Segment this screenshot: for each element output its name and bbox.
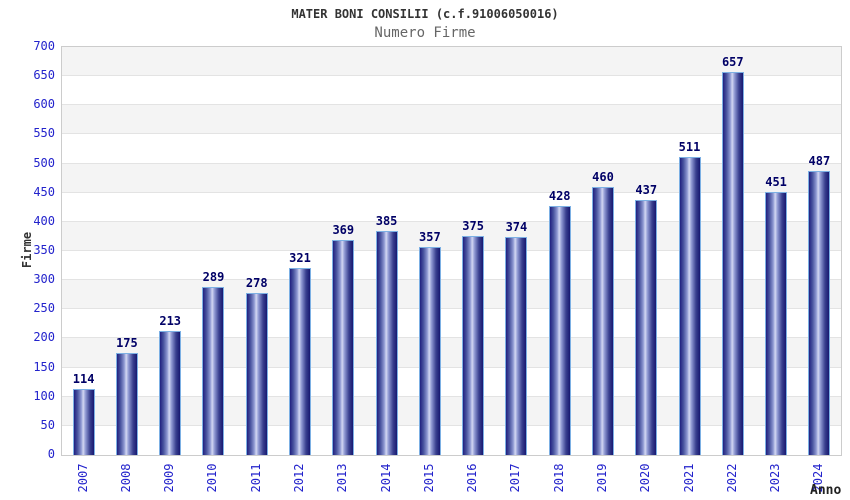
y-tick-label: 450 <box>33 184 55 199</box>
bar-value-label: 487 <box>808 154 831 169</box>
grid-band <box>62 76 841 106</box>
plot-area: 114 175 213 289 278 321 369 385 357 375 374 428 460 4… <box>61 46 842 456</box>
bar-value-label: 374 <box>505 220 528 234</box>
y-tick-label: 600 <box>33 97 55 112</box>
bar-2021 <box>678 157 701 455</box>
x-tick-label: 2011 <box>248 463 263 493</box>
x-tick-label: 2007 <box>75 463 90 493</box>
bar-value-label: 657 <box>721 55 744 70</box>
x-tick-label: 2023 <box>768 463 783 493</box>
bar-2015 <box>418 246 441 455</box>
y-tick-label: 150 <box>33 359 55 374</box>
bar-2008 <box>115 353 138 455</box>
x-tick-label: 2012 <box>292 463 307 493</box>
x-tick-label: 2018 <box>551 463 566 493</box>
grid-band <box>62 309 841 339</box>
y-tick-label: 500 <box>33 155 55 170</box>
grid-band <box>62 338 841 368</box>
grid-band <box>62 396 841 426</box>
bar-value-label: 278 <box>245 275 268 290</box>
bar-value-label: 385 <box>375 213 398 228</box>
bar-value-label: 369 <box>332 222 355 237</box>
x-tick-label: 2017 <box>508 463 523 493</box>
grid-band <box>62 251 841 281</box>
y-tick-label: 400 <box>33 213 55 228</box>
grid-band <box>62 221 841 251</box>
y-tick-label: 350 <box>33 243 55 257</box>
x-tick-label: 2015 <box>421 463 436 493</box>
grid-band <box>62 47 841 77</box>
chart-subtitle: Numero Firme <box>374 25 476 41</box>
x-tick-label: 2022 <box>724 463 739 493</box>
x-tick-label: 2020 <box>638 463 653 493</box>
grid-band <box>62 192 841 222</box>
y-tick-label: 700 <box>33 39 55 53</box>
x-tick-label: 2019 <box>594 463 609 493</box>
y-tick-label: 200 <box>33 330 55 345</box>
bar-2014 <box>375 230 398 455</box>
grid-band <box>62 134 841 164</box>
bar-value-label: 114 <box>72 371 95 386</box>
bar-2011 <box>245 292 268 455</box>
bar-2009 <box>159 330 182 455</box>
bar-2018 <box>548 205 571 455</box>
chart-title: MATER BONI CONSILII (c.f.91006050016) <box>291 7 559 21</box>
grid-band <box>62 425 841 455</box>
bar-2013 <box>332 239 355 455</box>
x-axis-title: Anno <box>810 483 842 498</box>
bar-2016 <box>462 236 485 455</box>
y-tick-label: 50 <box>40 417 55 432</box>
x-tick-label: 2021 <box>681 463 696 493</box>
bar-value-label: 437 <box>635 183 658 198</box>
y-tick-label: 650 <box>33 68 55 83</box>
bar-value-label: 175 <box>116 336 138 350</box>
bar-value-label: 289 <box>202 269 225 284</box>
x-tick-label: 2014 <box>378 463 393 493</box>
bar-2020 <box>635 200 658 455</box>
bar-2007 <box>72 388 95 455</box>
bar-2017 <box>505 237 528 455</box>
y-tick-label: 550 <box>33 126 55 141</box>
grid-band <box>62 367 841 397</box>
y-tick-label: 300 <box>33 272 55 287</box>
bar-2023 <box>765 192 788 455</box>
bar-value-label: 511 <box>678 140 701 155</box>
bar-value-label: 428 <box>548 188 571 203</box>
bar-value-label: 321 <box>289 250 311 265</box>
y-tick-label: 100 <box>33 388 55 403</box>
y-tick-label: 250 <box>33 301 55 316</box>
grid-band <box>62 280 841 310</box>
x-tick-label: 2016 <box>465 463 480 493</box>
bar-2012 <box>289 267 312 455</box>
bar-value-label: 451 <box>765 175 787 190</box>
x-tick-label: 2008 <box>118 463 133 493</box>
bar-2019 <box>591 186 614 455</box>
bar-2024 <box>808 171 831 455</box>
grid-band <box>62 105 841 135</box>
bar-2022 <box>721 72 744 455</box>
bar-value-label: 357 <box>419 229 441 244</box>
y-tick-label: 0 <box>47 447 55 461</box>
bar-2010 <box>202 286 225 455</box>
bar-value-label: 460 <box>592 169 614 184</box>
x-tick-label: 2010 <box>205 463 220 493</box>
x-tick-label: 2009 <box>162 463 177 493</box>
bar-value-label: 375 <box>462 219 484 234</box>
x-tick-label: 2013 <box>335 463 350 493</box>
bar-value-label: 213 <box>159 313 182 328</box>
grid-band <box>62 163 841 193</box>
